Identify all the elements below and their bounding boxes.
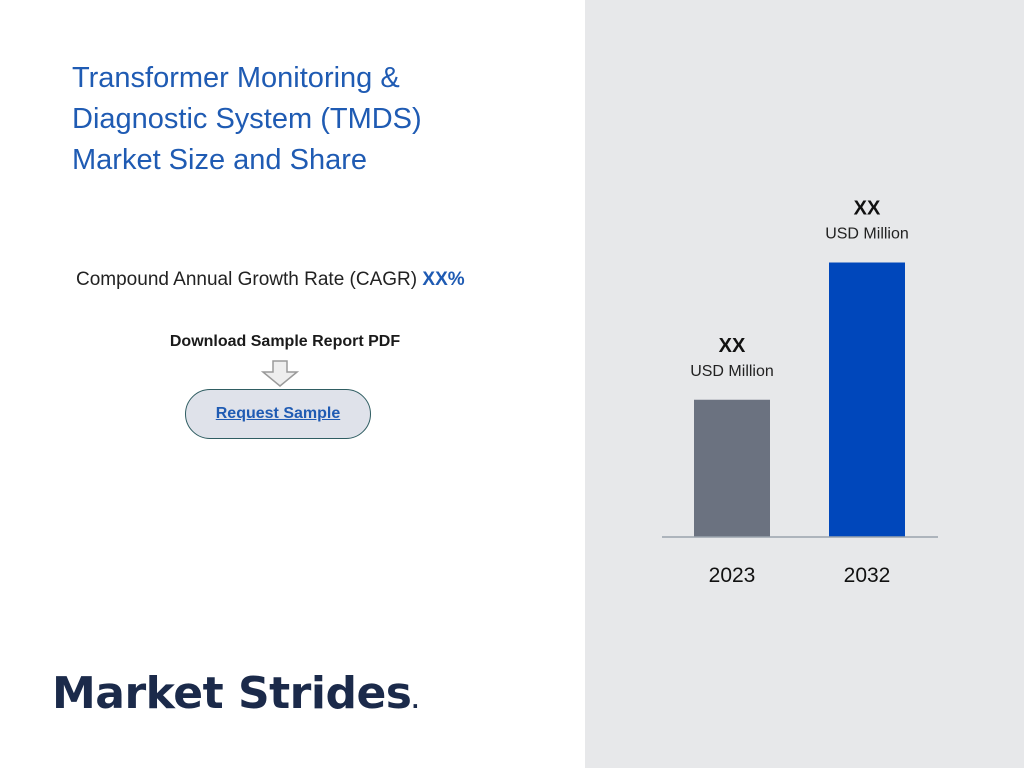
download-label: Download Sample Report PDF xyxy=(169,333,401,350)
cagr-value: XX% xyxy=(422,269,465,290)
right-panel xyxy=(585,0,1024,768)
logo-text: Market Strides xyxy=(52,668,412,719)
cagr-label: Compound Annual Growth Rate (CAGR) xyxy=(76,269,418,290)
logo-dot: . xyxy=(411,689,419,713)
request-sample-button[interactable]: Request Sample xyxy=(185,389,371,439)
request-sample-link[interactable]: Request Sample xyxy=(215,405,341,422)
down-arrow-icon xyxy=(261,360,299,387)
page-title: Transformer Monitoring & Diagnostic Syst… xyxy=(72,62,422,176)
cagr-line: Compound Annual Growth Rate (CAGR) XX% xyxy=(76,269,465,291)
left-panel: Transformer Monitoring & Diagnostic Syst… xyxy=(52,62,465,719)
market-strides-logo: Market Strides. xyxy=(52,668,419,719)
